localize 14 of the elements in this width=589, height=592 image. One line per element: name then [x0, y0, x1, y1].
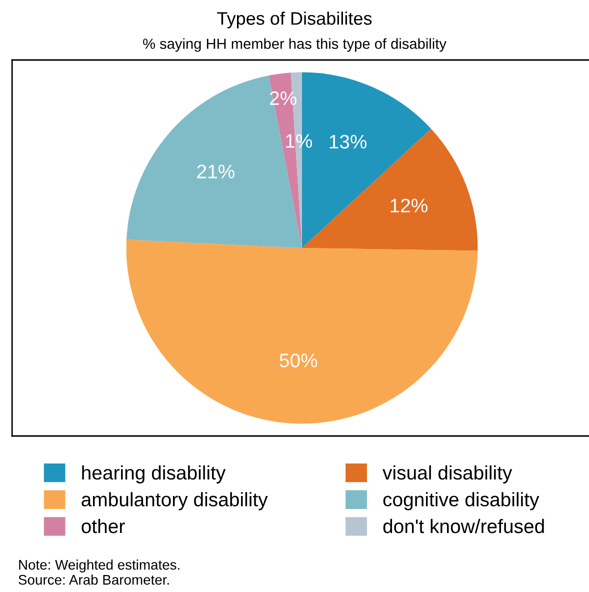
text: Note: Weighted estimates.: [19, 560, 180, 572]
legend-label: other: [82, 518, 125, 534]
legend-label: visual disability: [382, 465, 512, 484]
source-note: Source: Arab Barometer.: [18, 574, 169, 585]
legend-label: ambulantory disability: [82, 492, 268, 510]
data-label: 12%: [390, 198, 428, 212]
legend-label: hearing disability: [82, 465, 226, 484]
legend-label: don't know/refused: [383, 518, 544, 534]
legend-label: cognitive disability: [383, 492, 540, 510]
chart-title: Types of Disabilites: [217, 12, 372, 28]
data-label: 21%: [197, 164, 234, 178]
chart-subtitle: % saying HH member has this type of disability: [143, 38, 446, 52]
data-label: 50%: [280, 354, 318, 368]
data-label: 13%: [330, 134, 367, 149]
